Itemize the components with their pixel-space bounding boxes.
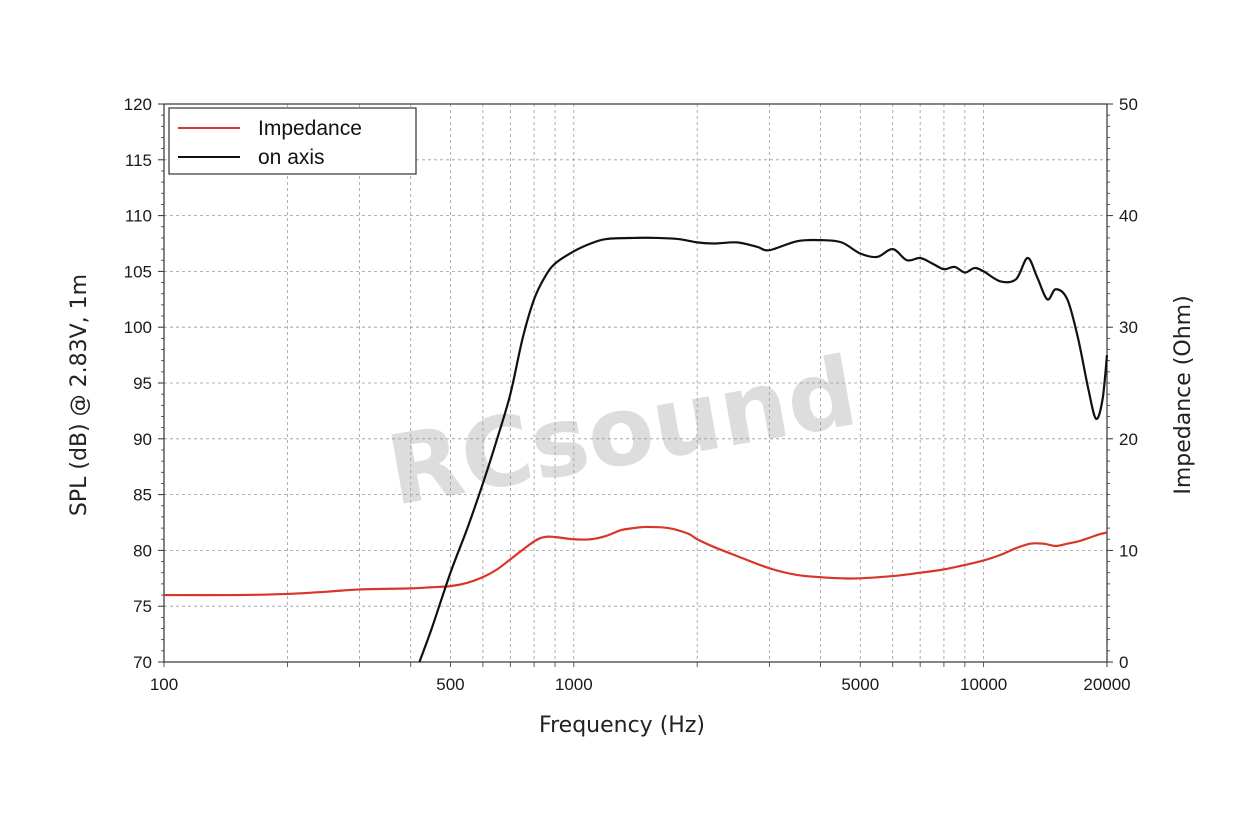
y-right-tick-label: 20 — [1119, 430, 1138, 449]
x-axis-title: Frequency (Hz) — [539, 713, 705, 738]
y-left-tick-label: 75 — [133, 597, 152, 616]
x-tick-label: 1000 — [555, 675, 593, 694]
y-left-tick-label: 100 — [124, 318, 152, 337]
x-tick-label: 500 — [436, 675, 464, 694]
y-left-tick-label: 105 — [124, 262, 152, 281]
y-left-tick-label: 80 — [133, 541, 152, 560]
y-right-tick-label: 40 — [1119, 207, 1138, 226]
y-right-tick-label: 0 — [1119, 653, 1128, 672]
y-left-tick-label: 85 — [133, 486, 152, 505]
y-left-tick-label: 95 — [133, 374, 152, 393]
y-left-tick-label: 70 — [133, 653, 152, 672]
y-left-tick-label: 115 — [125, 151, 152, 170]
x-tick-label: 10000 — [960, 675, 1007, 694]
y-left-tick-label: 120 — [124, 95, 152, 114]
legend-label-on-axis: on axis — [258, 146, 325, 169]
y-left-tick-label: 110 — [125, 207, 152, 226]
series-layer — [163, 236, 1109, 663]
series-line-impedance — [163, 525, 1108, 597]
axis-ticks: 70 75 80 85 90 95 100 105 110 115 120 0 10 20 30 40 50 10… — [124, 95, 1138, 694]
legend: Impedance on axis — [168, 107, 417, 175]
x-tick-label: 100 — [150, 675, 178, 694]
y-left-tick-label: 90 — [133, 430, 152, 449]
legend-label-impedance: Impedance — [258, 117, 362, 140]
y-axis-left-title: SPL (dB) @ 2.83V, 1m — [67, 274, 92, 516]
y-axis-right-title: Impedance (Ohm) — [1171, 295, 1196, 494]
watermark-logo: RCsound — [380, 335, 865, 527]
legend-box — [168, 107, 417, 175]
x-tick-label: 20000 — [1083, 675, 1130, 694]
series-line-on-axis — [418, 236, 1109, 663]
y-right-tick-label: 10 — [1119, 541, 1138, 560]
x-tick-label: 5000 — [841, 675, 879, 694]
y-right-tick-label: 50 — [1119, 95, 1138, 114]
grid — [164, 104, 1107, 662]
y-right-tick-label: 30 — [1119, 318, 1138, 337]
